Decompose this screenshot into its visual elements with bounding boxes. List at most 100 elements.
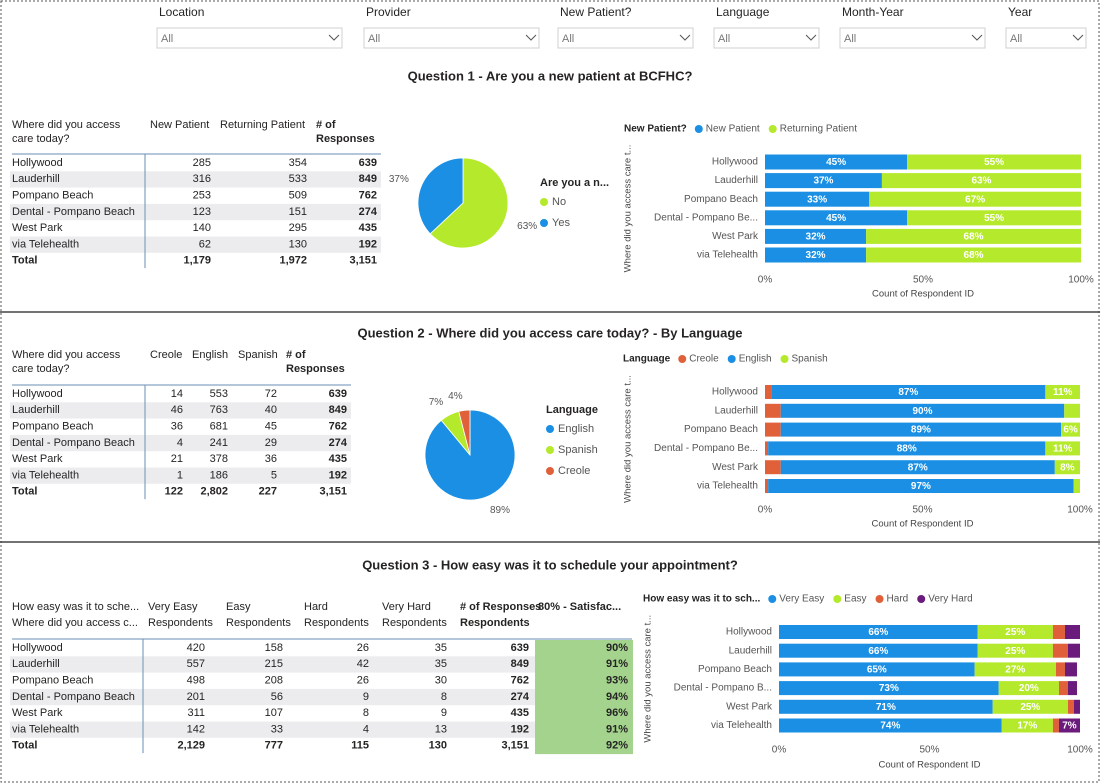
row-shade [10,688,535,706]
bar-segment [780,422,1062,437]
chevron-icon[interactable] [1072,34,1084,41]
bar-segment [780,460,1055,475]
column-header: # of Responses [316,119,375,145]
row-label: West Park [12,222,63,234]
column-subheader: Respondents [460,617,530,629]
column-subheader: Respondents [226,617,291,629]
table-cell: 36 [265,453,277,465]
chevron-icon[interactable] [525,34,537,41]
category-label: Lauderhill [715,175,758,186]
x-axis-title: Count of Respondent ID [872,519,974,530]
bar-segment [779,699,993,714]
bar-segment [998,681,1059,696]
filter-dropdown[interactable] [1005,27,1087,49]
row-label: Hollywood [12,157,63,169]
filter-dropdown[interactable] [156,27,343,49]
filter-value[interactable]: All [562,33,574,45]
header-cell: Very Easy [148,601,198,613]
bar-segment [1061,422,1080,437]
x-tick-label: 50% [919,745,939,756]
table-cell: 96% [606,707,628,719]
filter-dropdown[interactable] [713,27,820,49]
filter-value[interactable]: All [718,33,730,45]
chevron-icon[interactable] [971,34,983,41]
table-cell: 285 [193,157,211,169]
legend-label: Returning Patient [780,124,857,135]
bar-segment [779,681,999,696]
filter-dropdown[interactable] [363,27,540,49]
pie-label: 37% [389,174,409,185]
pie-label: 63% [517,221,537,232]
filter-dropdown[interactable] [557,27,694,49]
table-cell: 92% [606,740,628,752]
legend-label: Hard [887,594,909,605]
table-cell: 151 [289,206,307,218]
chevron-icon[interactable] [679,34,691,41]
table-cell: 8 [363,707,369,719]
chevron-icon[interactable] [328,34,340,41]
table-cell: 158 [265,642,283,654]
legend-label: English [739,354,772,365]
table-cell: 62 [199,238,211,250]
bar-value-label: 74% [880,721,900,732]
column-header: # of Responses [286,349,345,375]
table-cell: 762 [329,421,347,433]
bar-value-label: 7% [1062,721,1077,732]
legend-label: Creole [558,465,590,477]
pie-label: 89% [490,505,510,516]
category-label: West Park [712,462,759,473]
bar-segment [768,441,1046,456]
row-shade [10,236,381,253]
column-header: Where did you access care today? [12,119,121,145]
legend-marker [917,595,926,603]
table-cell: 1,179 [183,255,211,267]
category-label: Dental - Pompano Be... [654,212,758,223]
filter-value[interactable]: All [368,33,380,45]
header-cell: Where did you access c... [12,617,138,629]
table-cell: 3,151 [319,486,347,498]
table-cell: 4 [177,437,183,449]
chevron-icon[interactable] [805,34,817,41]
filter-value[interactable]: All [844,33,856,45]
table-cell: 2,802 [200,486,228,498]
bar-segment [1052,718,1059,733]
bar-segment [881,173,1081,189]
bar-segment [992,699,1068,714]
bar-value-label: 25% [1005,646,1025,657]
row-label: Dental - Pompano Beach [12,437,135,449]
legend-label: Spanish [558,444,598,456]
table-cell: 93% [606,675,628,687]
table-cell: 4 [363,723,369,735]
table-cell: 192 [511,723,529,735]
table-cell: 435 [329,453,347,465]
filter-label: New Patient? [560,5,632,19]
filter-dropdown[interactable] [839,27,986,49]
table-cell: 29 [265,437,277,449]
category-label: via Telehealth [697,481,758,492]
filter-value[interactable]: All [161,33,173,45]
bar-segment [1073,479,1080,493]
table-cell: 9 [441,707,447,719]
row-label: Dental - Pompano Beach [12,206,135,218]
bar-segment [780,403,1065,418]
row-label: Total [12,740,37,752]
legend-label: Very Easy [779,594,824,605]
bar-value-label: 67% [965,194,985,205]
bar-value-label: 88% [897,444,917,455]
bar-segment [1058,718,1080,733]
bar-segment [1067,699,1074,714]
table-cell: 91% [606,658,628,670]
section-title: Question 2 - Where did you access care t… [357,325,742,340]
bar-segment [765,460,781,475]
bar-value-label: 6% [1063,425,1078,436]
column-header: How easy was it to sche... [12,601,139,613]
bar-value-label: 66% [868,627,888,638]
bar-value-label: 45% [826,213,846,224]
filter-value[interactable]: All [1010,33,1022,45]
filter-label: Month-Year [842,5,904,19]
header-cell: Where did you access care today? [12,349,120,375]
row-label: Hollywood [12,642,63,654]
filter-label: Language [716,5,770,19]
bar-segment [765,210,908,226]
table-cell: 274 [359,206,378,218]
